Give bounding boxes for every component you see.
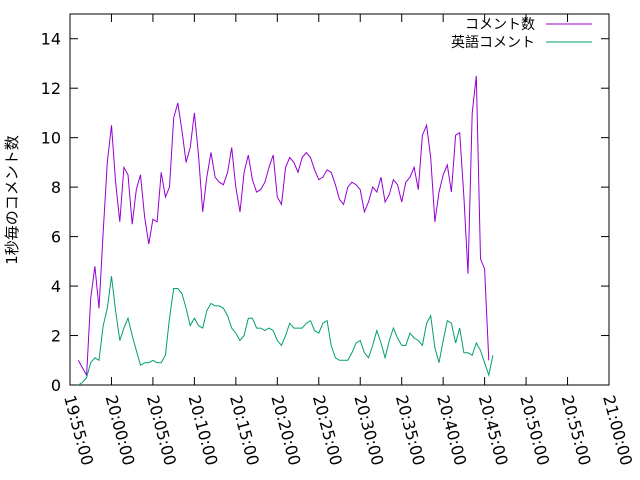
y-axis: 0 2 4 6 8 10 12 14 [41,30,609,395]
x-tick-label: 20:55:00 [558,393,595,467]
x-tick-label: 20:45:00 [475,393,512,467]
x-tick-label: 19:55:00 [60,393,97,467]
plot-frame [69,13,610,386]
y-tick-label: 8 [51,178,61,197]
legend-label-1: コメント数 [465,17,535,33]
x-tick-label: 20:40:00 [433,393,470,467]
y-tick-label: 4 [51,277,61,296]
y-tick-label: 0 [51,376,61,395]
x-tick-label: 20:05:00 [143,393,180,467]
x-tick-label: 20:20:00 [267,393,304,467]
y-tick-label: 6 [51,228,61,247]
y-tick-label: 12 [41,79,61,98]
x-axis: 19:55:00 20:00:00 20:05:00 20:10:00 20:15:00… [60,14,636,467]
y-axis-title: 1秒毎のコメント数 [3,135,21,265]
y-tick-label: 14 [41,30,61,49]
series-line-2 [78,276,494,386]
x-tick-label: 20:50:00 [516,393,553,467]
x-tick-label: 20:15:00 [226,393,263,467]
x-tick-label: 21:00:00 [599,393,636,467]
y-tick-label: 2 [51,327,61,346]
x-tick-label: 20:10:00 [185,393,222,467]
series-group [77,75,494,386]
legend-label-2: 英語コメント [451,34,535,51]
series-line-1 [77,75,490,377]
x-tick-label: 20:35:00 [392,393,429,467]
x-tick-label: 20:00:00 [102,393,139,467]
x-tick-label: 20:30:00 [350,393,387,467]
x-tick-label: 20:25:00 [309,393,346,467]
y-tick-label: 10 [41,129,61,148]
